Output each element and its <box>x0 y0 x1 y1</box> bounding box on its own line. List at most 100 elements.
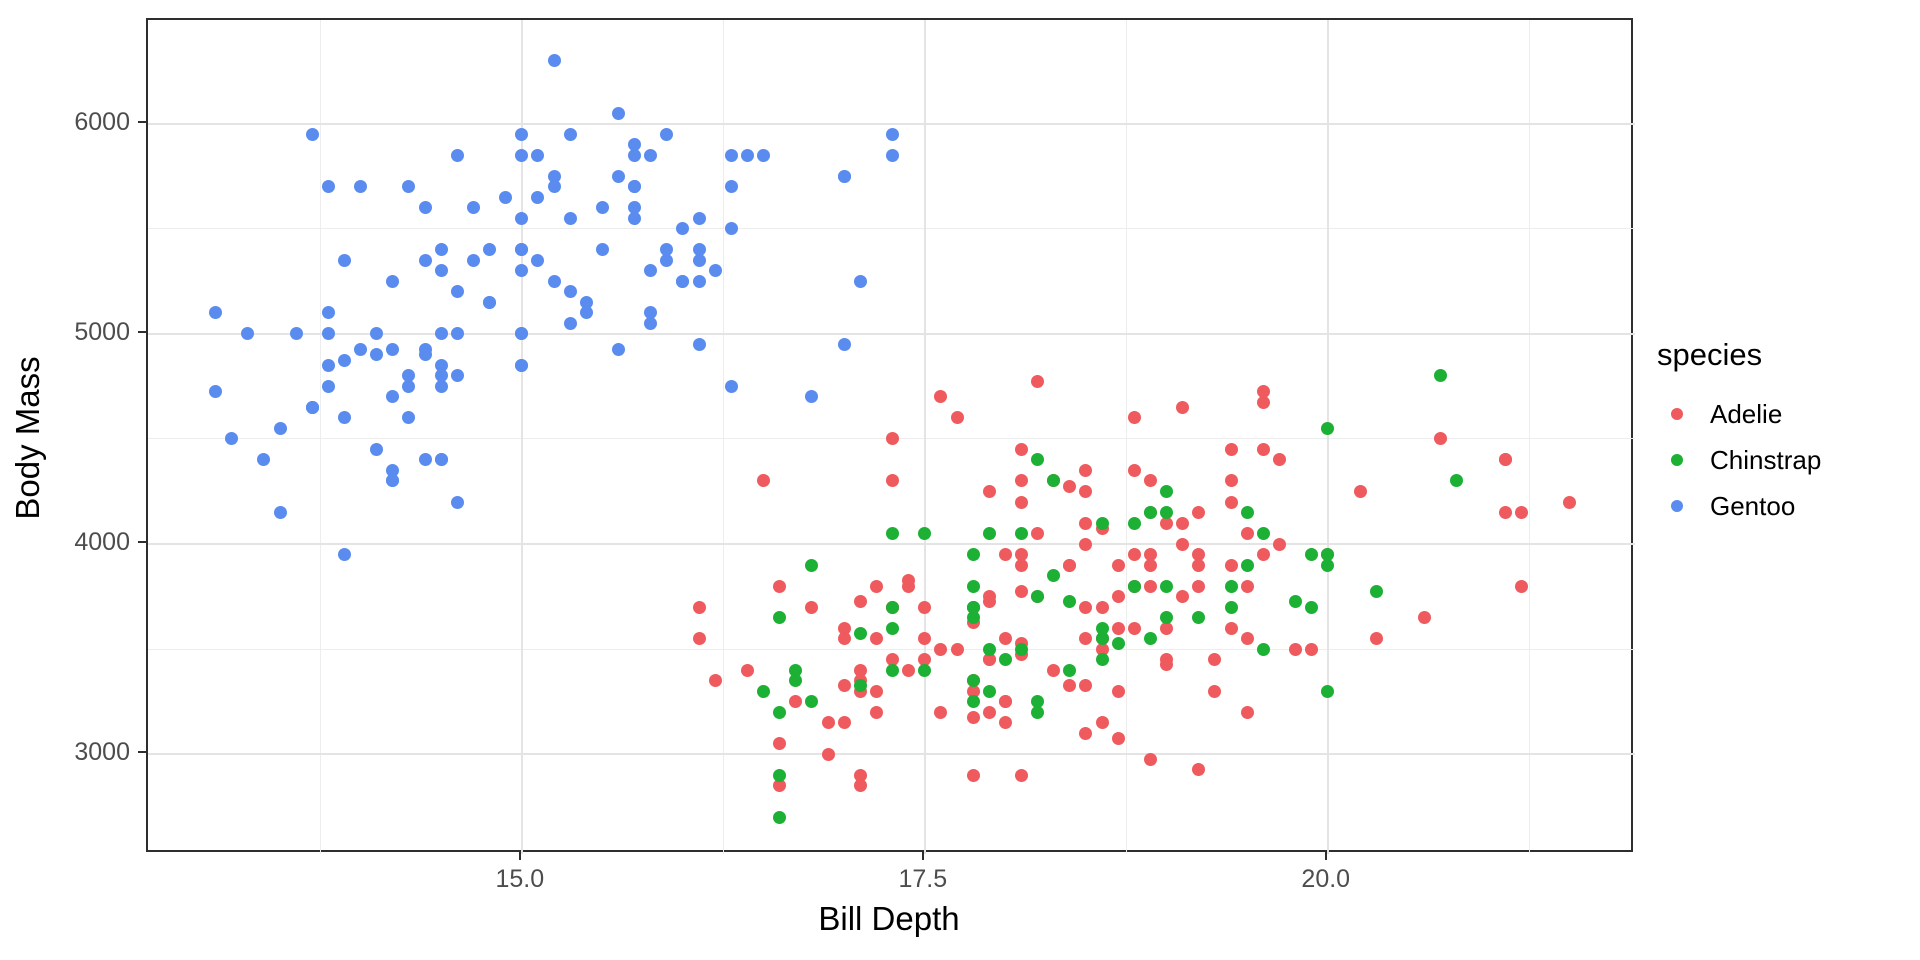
data-point-chinstrap <box>1240 558 1254 572</box>
data-point-chinstrap <box>998 653 1012 667</box>
data-point-chinstrap <box>805 558 819 572</box>
data-point-chinstrap <box>1015 642 1028 656</box>
data-point-gentoo <box>418 201 432 215</box>
data-point-chinstrap <box>1450 474 1464 488</box>
data-point-gentoo <box>644 264 658 278</box>
data-point-adelie <box>805 600 819 614</box>
data-point-gentoo <box>579 306 593 320</box>
y-axis-tick-label: 6000 <box>74 107 130 136</box>
data-point-adelie <box>966 684 980 698</box>
data-point-adelie <box>934 390 948 404</box>
data-point-chinstrap <box>1143 632 1157 646</box>
data-point-adelie <box>773 737 787 751</box>
data-point-gentoo <box>886 148 900 162</box>
x-axis-tick-mark <box>921 852 924 860</box>
legend-entries: Adelie Chinstrap Gentoo <box>1657 391 1821 529</box>
data-point-adelie <box>1143 474 1157 488</box>
data-point-gentoo <box>644 316 658 330</box>
data-point-adelie <box>821 747 835 761</box>
data-point-gentoo <box>450 495 464 509</box>
data-point-adelie <box>982 590 996 603</box>
legend-entry-chinstrap: Chinstrap <box>1657 437 1821 483</box>
data-point-adelie <box>1498 453 1512 467</box>
data-point-gentoo <box>724 180 738 194</box>
data-point-adelie <box>1143 752 1157 766</box>
data-point-gentoo <box>628 211 642 225</box>
data-point-adelie <box>1111 558 1125 572</box>
data-point-adelie <box>998 695 1012 709</box>
data-point-chinstrap <box>1224 579 1238 593</box>
data-point-gentoo <box>434 369 448 383</box>
legend-entry-label: Gentoo <box>1710 490 1796 521</box>
data-point-chinstrap <box>1192 611 1206 624</box>
data-point-adelie <box>1369 632 1383 646</box>
legend-dot-icon <box>1671 454 1683 466</box>
data-point-chinstrap <box>966 695 980 709</box>
data-point-chinstrap <box>1321 558 1335 572</box>
data-point-adelie <box>869 684 883 698</box>
data-point-chinstrap <box>1015 527 1028 540</box>
data-point-adelie <box>837 716 851 730</box>
data-point-gentoo <box>289 327 303 341</box>
data-point-gentoo <box>660 243 674 257</box>
data-point-adelie <box>1224 495 1238 509</box>
data-point-gentoo <box>354 343 368 357</box>
data-point-gentoo <box>321 379 335 393</box>
data-point-chinstrap <box>1031 590 1045 603</box>
data-point-chinstrap <box>1047 474 1061 488</box>
data-point-chinstrap <box>1095 632 1109 646</box>
data-point-gentoo <box>595 201 609 215</box>
data-point-adelie <box>1079 632 1093 646</box>
data-point-adelie <box>1015 548 1028 561</box>
data-point-adelie <box>966 710 980 724</box>
data-point-chinstrap <box>918 663 932 677</box>
data-point-chinstrap <box>886 663 900 677</box>
x-axis-tick-label: 17.5 <box>898 865 948 893</box>
data-point-adelie <box>1095 716 1109 730</box>
data-point-adelie <box>1079 516 1093 530</box>
data-point-gentoo <box>563 211 577 225</box>
legend-entry-label: Adelie <box>1710 398 1783 429</box>
data-point-chinstrap <box>789 663 803 677</box>
data-point-gentoo <box>241 327 255 341</box>
data-point-chinstrap <box>853 679 867 693</box>
data-point-chinstrap <box>966 548 980 561</box>
data-point-gentoo <box>708 264 722 278</box>
data-point-adelie <box>1289 642 1303 656</box>
data-point-adelie <box>1111 684 1125 698</box>
y-axis-tick-mark <box>138 751 146 754</box>
data-point-adelie <box>934 705 948 719</box>
data-point-adelie <box>1015 558 1028 572</box>
data-point-adelie <box>1176 516 1190 530</box>
data-point-gentoo <box>628 138 642 152</box>
data-point-gentoo <box>321 358 335 372</box>
data-point-gentoo <box>547 180 561 194</box>
data-point-gentoo <box>692 253 706 267</box>
data-point-adelie <box>1224 558 1238 572</box>
data-point-gentoo <box>515 243 529 257</box>
data-point-adelie <box>1160 621 1174 635</box>
data-point-chinstrap <box>1224 600 1238 614</box>
data-point-gentoo <box>450 369 464 383</box>
data-point-gentoo <box>321 180 335 194</box>
data-point-adelie <box>1224 442 1238 456</box>
data-point-gentoo <box>370 327 384 341</box>
data-point-adelie <box>1143 548 1157 561</box>
data-point-adelie <box>1079 600 1093 614</box>
data-point-gentoo <box>402 379 416 393</box>
data-point-gentoo <box>628 180 642 194</box>
data-point-gentoo <box>837 337 851 351</box>
data-point-adelie <box>1015 474 1028 488</box>
data-point-adelie <box>789 695 803 709</box>
data-point-adelie <box>837 632 851 646</box>
data-point-gentoo <box>273 506 287 519</box>
data-point-adelie <box>918 653 932 667</box>
data-point-gentoo <box>692 243 706 257</box>
data-point-gentoo <box>450 148 464 162</box>
y-axis-tick-mark <box>138 120 146 123</box>
data-point-chinstrap <box>757 684 771 698</box>
data-point-gentoo <box>676 274 690 288</box>
data-point-gentoo <box>595 243 609 257</box>
data-point-gentoo <box>386 390 400 404</box>
